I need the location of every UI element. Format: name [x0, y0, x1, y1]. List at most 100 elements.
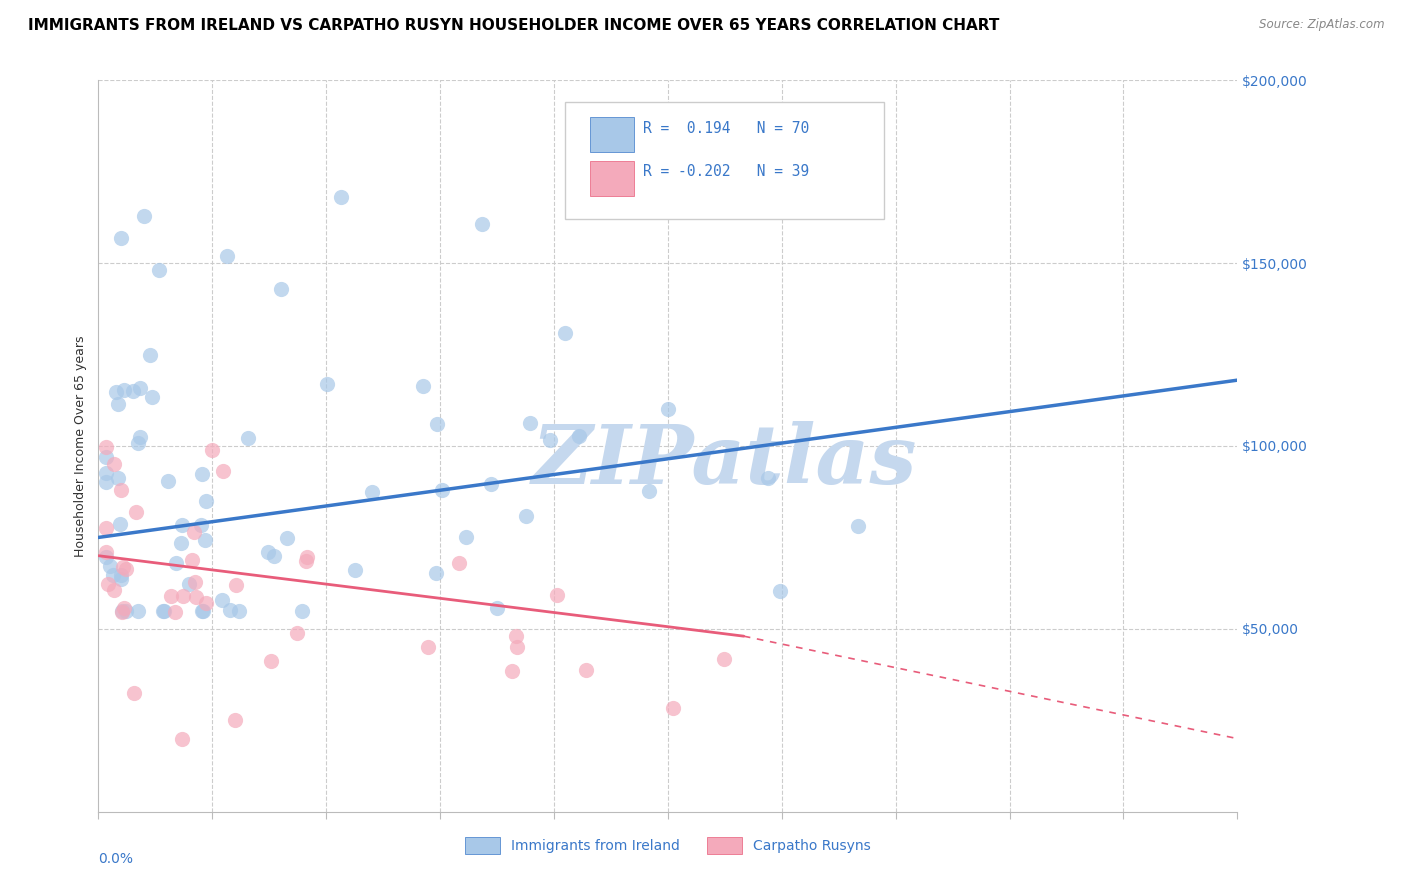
Point: [153, 603, 176, 617]
Point: [165, 556, 187, 570]
Point: [191, 603, 214, 617]
Point: [98, 558, 121, 573]
Point: [285, 625, 308, 640]
Point: [115, 562, 138, 576]
Point: [195, 493, 218, 508]
Point: [713, 652, 735, 666]
Point: [184, 590, 207, 604]
Point: [103, 583, 125, 598]
Point: [194, 533, 217, 547]
Point: [110, 230, 132, 244]
Point: [163, 606, 186, 620]
Point: [124, 685, 146, 699]
Point: [263, 549, 285, 564]
Point: [183, 575, 205, 590]
Point: [846, 519, 869, 533]
Point: [103, 457, 125, 471]
Point: [360, 484, 382, 499]
Point: [471, 218, 494, 232]
Point: [110, 483, 132, 497]
Point: [316, 376, 339, 391]
Point: [132, 209, 155, 223]
Point: [121, 384, 143, 398]
Point: [638, 483, 661, 498]
Point: [107, 471, 129, 485]
Point: [291, 603, 314, 617]
Point: [343, 562, 366, 576]
Point: [412, 378, 434, 392]
Point: [575, 663, 598, 677]
Point: [181, 553, 204, 567]
Point: [190, 518, 212, 533]
Point: [148, 263, 170, 277]
Point: [194, 596, 217, 610]
Point: [270, 282, 292, 296]
Point: [96, 521, 118, 535]
Point: [112, 383, 135, 397]
Point: [456, 530, 478, 544]
Text: IMMIGRANTS FROM IRELAND VS CARPATHO RUSYN HOUSEHOLDER INCOME OVER 65 YEARS CORRE: IMMIGRANTS FROM IRELAND VS CARPATHO RUSY…: [28, 18, 1000, 33]
Point: [568, 428, 591, 442]
Point: [756, 471, 779, 485]
Point: [127, 603, 149, 617]
Point: [257, 544, 280, 558]
Point: [294, 554, 316, 568]
Point: [432, 483, 454, 497]
Point: [416, 640, 439, 654]
Point: [172, 590, 194, 604]
Point: [170, 518, 193, 533]
Point: [276, 531, 298, 545]
Point: [114, 603, 136, 617]
Point: [217, 249, 239, 263]
FancyBboxPatch shape: [591, 117, 634, 152]
Point: [538, 434, 561, 448]
Point: [295, 549, 318, 564]
Point: [152, 603, 174, 617]
Legend: Immigrants from Ireland, Carpatho Rusyns: Immigrants from Ireland, Carpatho Rusyns: [460, 831, 876, 860]
Point: [191, 467, 214, 482]
Text: Source: ZipAtlas.com: Source: ZipAtlas.com: [1260, 18, 1385, 31]
Point: [769, 583, 792, 598]
Point: [201, 442, 224, 457]
Point: [156, 475, 179, 489]
Point: [94, 466, 117, 480]
Point: [238, 431, 260, 445]
Point: [177, 577, 200, 591]
Point: [330, 190, 353, 204]
Point: [506, 640, 529, 655]
Point: [486, 600, 509, 615]
Point: [170, 731, 193, 746]
Point: [212, 464, 235, 478]
Point: [110, 567, 132, 582]
Point: [94, 545, 117, 559]
Point: [224, 714, 246, 728]
Point: [108, 516, 131, 531]
Text: ZIPatlas: ZIPatlas: [531, 421, 918, 500]
Point: [657, 402, 679, 417]
Point: [128, 381, 150, 395]
Point: [125, 505, 148, 519]
Point: [141, 390, 163, 404]
Point: [169, 535, 191, 549]
Point: [110, 572, 132, 586]
Point: [479, 477, 502, 491]
FancyBboxPatch shape: [591, 161, 634, 196]
Point: [505, 629, 527, 643]
Point: [94, 475, 117, 490]
Point: [94, 441, 117, 455]
Point: [218, 603, 240, 617]
Point: [225, 578, 247, 592]
Point: [111, 603, 134, 617]
Point: [183, 524, 205, 539]
Point: [228, 603, 250, 617]
Point: [661, 701, 683, 715]
Point: [260, 654, 283, 668]
Point: [103, 568, 125, 582]
Point: [425, 566, 447, 580]
Point: [211, 592, 233, 607]
Point: [449, 556, 471, 570]
Point: [112, 560, 135, 574]
Point: [519, 416, 541, 430]
Point: [127, 435, 149, 450]
Point: [128, 430, 150, 444]
